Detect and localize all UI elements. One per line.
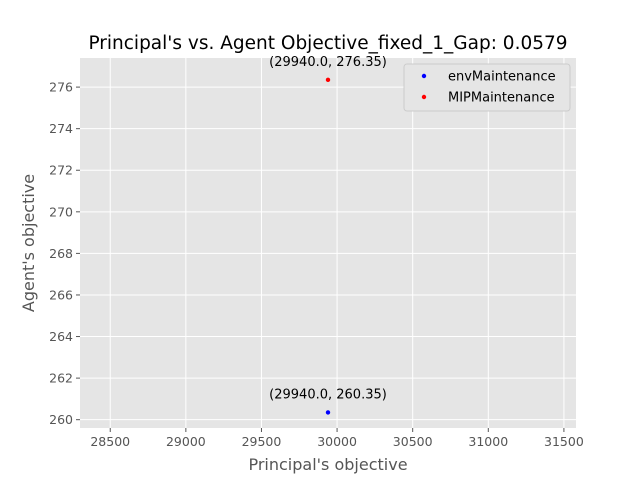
y-tick-label: 276 xyxy=(49,80,73,95)
chart-title: Principal's vs. Agent Objective_fixed_1_… xyxy=(88,33,567,54)
data-points xyxy=(325,77,331,415)
x-tick-label: 31000 xyxy=(468,434,508,449)
x-tick-labels: 28500 29000 29500 30000 30500 31000 31500 xyxy=(90,428,584,449)
x-tick-label: 29000 xyxy=(166,434,206,449)
y-tick-label: 270 xyxy=(49,204,73,219)
plot-background xyxy=(80,58,576,428)
point-annotation: (29940.0, 276.35) xyxy=(269,55,387,70)
data-point-envMaintenance xyxy=(325,410,331,415)
grid xyxy=(80,58,576,428)
point-annotations: (29940.0, 260.35) (29940.0, 276.35) xyxy=(269,55,387,403)
y-tick-label: 268 xyxy=(49,246,73,261)
y-tick-label: 274 xyxy=(49,121,73,136)
legend: envMaintenance MIPMaintenance xyxy=(403,63,571,112)
y-tick-label: 272 xyxy=(49,163,73,178)
x-tick-label: 30500 xyxy=(393,434,433,449)
y-tick-label: 266 xyxy=(49,287,73,302)
legend-label: envMaintenance xyxy=(448,70,556,85)
y-tick-label: 264 xyxy=(49,329,73,344)
legend-marker xyxy=(421,94,427,100)
y-tick-label: 262 xyxy=(49,371,73,386)
x-axis-label: Principal's objective xyxy=(248,455,407,474)
data-point-MIPMaintenance xyxy=(325,77,331,83)
x-tick-label: 30000 xyxy=(317,434,357,449)
x-tick-label: 31500 xyxy=(544,434,584,449)
legend-label: MIPMaintenance xyxy=(448,91,555,106)
point-annotation: (29940.0, 260.35) xyxy=(269,387,387,402)
y-axis-label: Agent's objective xyxy=(19,174,38,312)
y-tick-labels: 260 262 264 266 268 270 272 274 276 xyxy=(49,80,80,427)
x-tick-label: 28500 xyxy=(90,434,130,449)
legend-marker xyxy=(421,73,427,79)
y-tick-label: 260 xyxy=(49,412,73,427)
legend-box xyxy=(403,63,571,112)
x-tick-label: 29500 xyxy=(242,434,282,449)
